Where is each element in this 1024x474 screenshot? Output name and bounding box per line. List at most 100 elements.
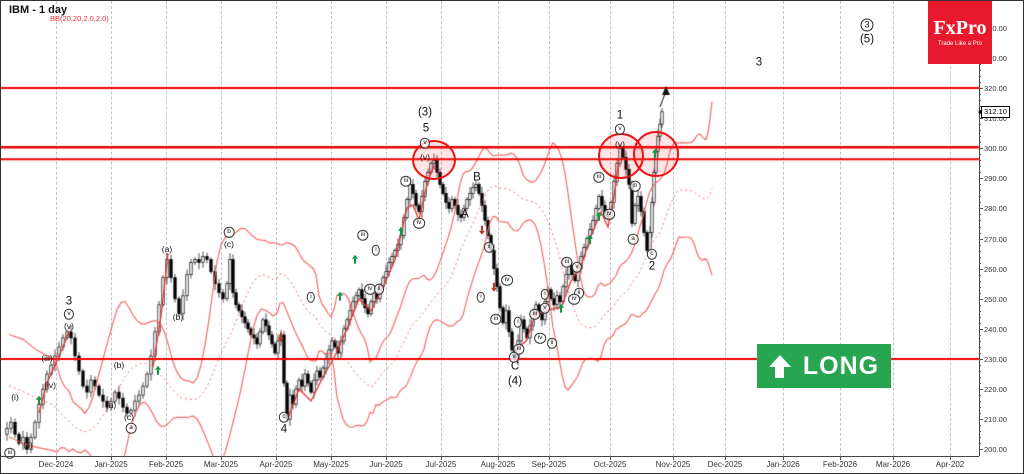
wave-label: (v): [420, 151, 430, 162]
wave-label: iv: [501, 274, 513, 286]
wave-label: a: [627, 233, 639, 245]
month-tick: [950, 456, 951, 460]
price-tick-minor: [979, 142, 981, 144]
wave-label: a: [125, 422, 137, 434]
wave-label: ii: [374, 283, 384, 295]
wave-label: A: [461, 208, 469, 221]
buy-arrow-marker: [596, 211, 602, 221]
price-label: 200.00: [984, 445, 1007, 455]
price-tick-major: [979, 298, 983, 300]
price-tick-major: [979, 419, 983, 421]
buy-arrow-marker: [587, 234, 593, 244]
wave-label: 4: [280, 423, 288, 436]
price-tick-minor: [979, 94, 981, 96]
price-label: 250.00: [984, 294, 1007, 304]
wave-label: v: [539, 302, 551, 314]
wave-label: C: [510, 360, 520, 373]
month-tick: [441, 456, 442, 460]
sell-arrow-marker: [479, 225, 485, 235]
price-tick-minor: [979, 425, 981, 427]
price-tick-major: [979, 118, 983, 120]
wave-label: (v): [615, 138, 625, 149]
price-label: 340.00: [984, 23, 1007, 33]
wave-label: v: [419, 137, 431, 149]
price-tick-minor: [979, 166, 981, 168]
month-tick: [549, 456, 550, 460]
price-tick-minor: [979, 280, 981, 282]
price-tick-minor: [979, 413, 981, 415]
wave-label: iii: [4, 447, 16, 459]
long-signal-label: LONG: [802, 351, 880, 380]
wave-label: ii: [484, 241, 494, 253]
price-axis-line: [979, 1, 980, 456]
wave-label: iv: [534, 332, 546, 344]
wave-label: (4): [507, 375, 523, 388]
wave-label: c: [646, 248, 658, 260]
price-tick-minor: [979, 334, 981, 336]
price-tick-minor: [979, 124, 981, 126]
month-label: Dec-2024: [38, 460, 74, 469]
wave-label: (5): [859, 33, 875, 46]
wave-label: i: [371, 244, 381, 256]
wave-label: iv: [413, 217, 425, 229]
price-tick-major: [979, 148, 983, 150]
month-label: Feb-2026: [822, 460, 858, 469]
wave-label: (a): [105, 399, 117, 410]
wave-label: (3): [417, 106, 433, 119]
wave-label: iii: [400, 175, 412, 187]
month-tick: [610, 456, 611, 460]
buy-arrow-marker: [398, 226, 404, 236]
price-tick-minor: [979, 395, 981, 397]
wave-label: (c): [224, 238, 234, 249]
price-tick-minor: [979, 63, 981, 65]
buy-arrow-marker: [558, 303, 564, 313]
price-tick-minor: [979, 136, 981, 138]
price-tick-minor: [979, 250, 981, 252]
price-tick-major: [979, 178, 983, 180]
sell-arrow-marker: [491, 282, 497, 292]
month-tick: [221, 456, 222, 460]
wave-label: v: [508, 351, 520, 363]
long-signal-banner: LONG: [757, 344, 891, 388]
month-label: Jun-2025: [369, 460, 403, 469]
wave-label: 3: [755, 56, 763, 69]
month-label: Jan-2026: [766, 460, 800, 469]
wave-label: (iv): [44, 379, 56, 390]
wave-label: 5: [422, 122, 430, 135]
wave-label: 1: [616, 109, 624, 122]
wave-label: v: [571, 261, 583, 273]
wave-label: (b): [113, 359, 125, 370]
price-tick-minor: [979, 316, 981, 318]
month-tick: [783, 456, 784, 460]
wave-label: iii: [490, 313, 502, 325]
buy-arrow-marker: [352, 254, 358, 264]
price-tick-minor: [979, 304, 981, 306]
price-label: 240.00: [984, 324, 1007, 334]
month-tick: [840, 456, 841, 460]
month-tick: [673, 456, 674, 460]
price-tick-minor: [979, 172, 981, 174]
price-tick-minor: [979, 274, 981, 276]
month-label: Jan-2025: [94, 460, 128, 469]
price-label: 210.00: [984, 415, 1007, 425]
price-tick-minor: [979, 310, 981, 312]
wave-label: (i): [11, 391, 19, 402]
wave-label: v: [63, 308, 75, 320]
price-tick-minor: [979, 184, 981, 186]
price-tick-minor: [979, 196, 981, 198]
current-price-tag: 312.10: [978, 106, 1010, 118]
price-label: 260.00: [984, 264, 1007, 274]
price-tick-minor: [979, 154, 981, 156]
symbol-title: IBM - 1 day: [9, 4, 68, 16]
price-tick-minor: [979, 401, 981, 403]
price-tick-minor: [979, 383, 981, 385]
price-tick-major: [979, 449, 983, 451]
price-label: 280.00: [984, 204, 1007, 214]
wave-label: i: [540, 288, 550, 300]
price-tick-minor: [979, 244, 981, 246]
wave-label: 2: [648, 260, 656, 273]
month-tick: [166, 456, 167, 460]
price-tick-minor: [979, 340, 981, 342]
